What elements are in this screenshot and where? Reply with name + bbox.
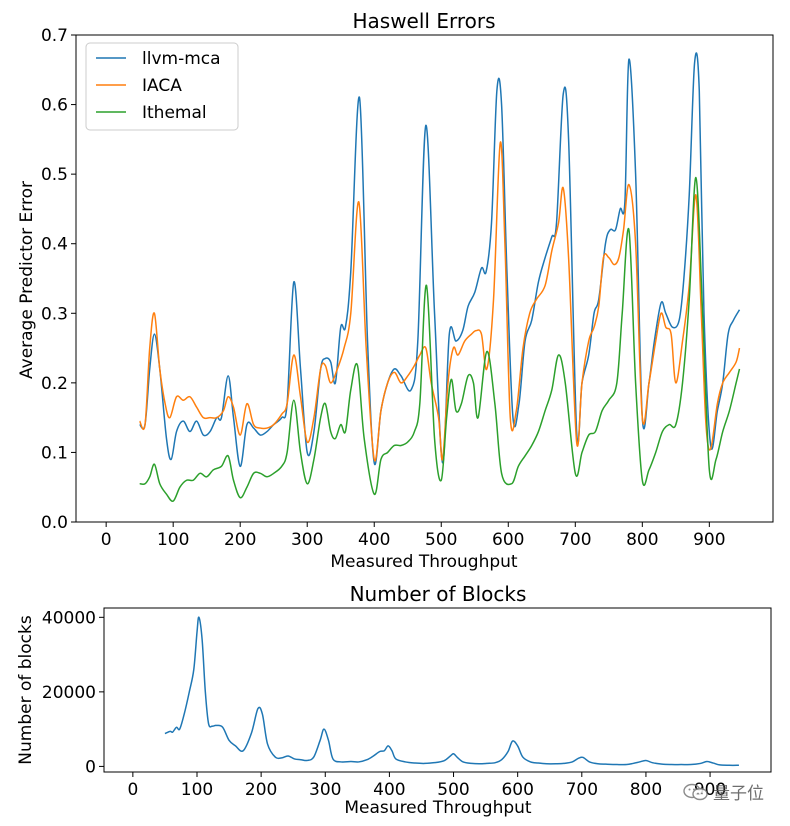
- y-tick-label: 0.2: [41, 374, 68, 394]
- x-tick-label: 300: [309, 780, 341, 800]
- x-tick-label: 600: [501, 780, 533, 800]
- y-tick-label: 0.0: [41, 513, 68, 533]
- x-tick-label: 800: [630, 780, 662, 800]
- x-tick-label: 200: [245, 780, 277, 800]
- x-tick-label: 700: [559, 530, 591, 550]
- x-tick-label: 0: [101, 530, 112, 550]
- x-tick-label: 700: [566, 780, 598, 800]
- x-tick-label: 400: [358, 530, 390, 550]
- x-ticks: 0 100 200 300 400 500 600 700 800 900: [101, 522, 726, 550]
- y-tick-label: 0.6: [41, 96, 68, 116]
- plot-lines: [138, 52, 741, 503]
- x-tick-label: 0: [127, 780, 138, 800]
- plot-frame: [103, 607, 772, 773]
- plot-lines: [164, 616, 739, 767]
- x-axis-label: Measured Throughput: [344, 798, 532, 818]
- legend-box: [85, 42, 239, 131]
- series-line-ithemal: [139, 176, 741, 503]
- x-tick-label: 800: [626, 530, 658, 550]
- y-axis-label: Number of blocks: [16, 615, 36, 765]
- legend-label-llvm-mca: llvm-mca: [142, 49, 221, 69]
- y-tick-label: 0.4: [41, 235, 68, 255]
- y-tick-label: 0.7: [41, 26, 68, 46]
- x-tick-label: 500: [425, 530, 457, 550]
- y-tick-label: 0.1: [41, 443, 68, 463]
- x-tick-label: 100: [181, 780, 213, 800]
- x-tick-label: 600: [492, 530, 524, 550]
- y-tick-label: 0.5: [41, 165, 68, 185]
- series-line-0: [164, 616, 739, 767]
- x-ticks: 0 100 200 300 400 500 600 700 800 900: [127, 772, 726, 800]
- x-axis-label: Measured Throughput: [330, 552, 518, 572]
- number-of-blocks-chart: Number of Blocks Number of blocks Measur…: [16, 582, 772, 818]
- x-tick-label: 200: [224, 530, 256, 550]
- chart-title: Number of Blocks: [350, 582, 527, 606]
- x-tick-label: 400: [373, 780, 405, 800]
- haswell-errors-chart: Haswell Errors Average Predictor Error M…: [17, 9, 774, 572]
- wechat-icon: [683, 783, 708, 800]
- x-tick-label: 500: [437, 780, 469, 800]
- legend: llvm-mca IACA Ithemal: [85, 42, 239, 131]
- series-line-iaca: [139, 141, 741, 462]
- x-tick-label: 900: [693, 530, 725, 550]
- y-ticks: 0 20000 40000: [42, 608, 104, 777]
- y-tick-label: 20000: [42, 683, 96, 703]
- x-tick-label: 300: [291, 530, 323, 550]
- y-tick-label: 0.3: [41, 304, 68, 324]
- legend-label-ithemal: Ithemal: [142, 103, 207, 123]
- x-tick-label: 100: [157, 530, 189, 550]
- y-tick-label: 40000: [42, 608, 96, 628]
- chart-title: Haswell Errors: [352, 9, 495, 33]
- watermark-text: 量子位: [713, 784, 764, 804]
- y-ticks: 0.0 0.1 0.2 0.3 0.4 0.5 0.6 0.7: [41, 26, 76, 533]
- legend-label-iaca: IACA: [142, 76, 182, 96]
- y-axis-label: Average Predictor Error: [17, 181, 37, 379]
- plot-frame: [75, 34, 774, 523]
- watermark: 量子位: [683, 779, 764, 804]
- y-tick-label: 0: [85, 757, 96, 777]
